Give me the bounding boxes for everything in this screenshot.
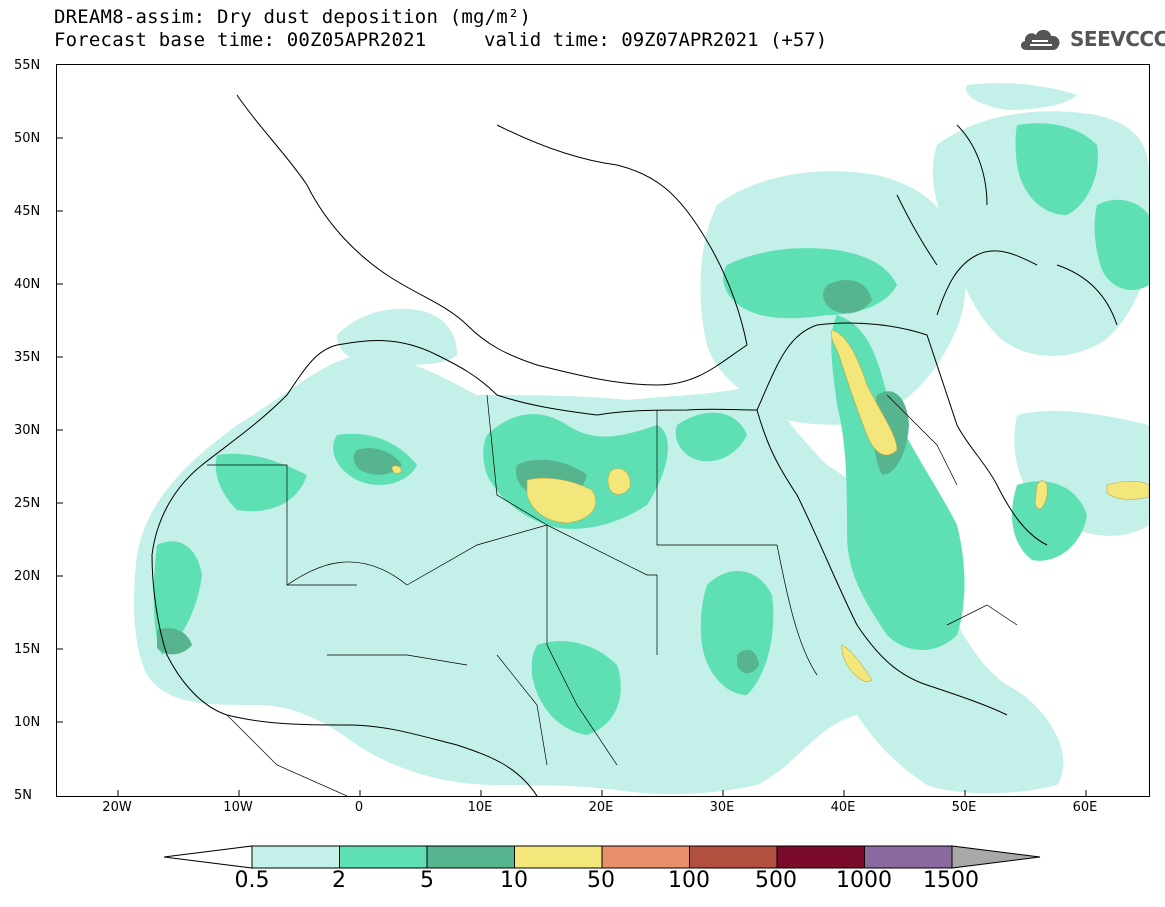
lon-label: 10E — [467, 800, 493, 815]
lon-label: 20E — [588, 800, 614, 815]
lat-label: 55N — [14, 58, 41, 73]
lon-label: 20W — [102, 800, 132, 815]
colorbar-segment — [339, 845, 428, 869]
lat-label: 20N — [14, 569, 41, 584]
deposition-high-areas — [391, 329, 1149, 682]
lat-label: 50N — [14, 131, 41, 146]
colorbar-segment — [601, 845, 690, 869]
colorbar-label: 0.5 — [234, 868, 270, 893]
colorbar-segment — [426, 845, 515, 869]
colorbar-label: 1000 — [836, 868, 892, 893]
colorbar-segment — [689, 845, 778, 869]
lat-label: 5N — [14, 788, 32, 803]
logo-text: SEEVCCC — [1070, 27, 1165, 51]
lon-label: 40E — [830, 800, 856, 815]
coastlines — [151, 94, 1118, 796]
tick-marks — [57, 137, 1087, 796]
map-area — [56, 64, 1150, 797]
lat-label: 15N — [14, 642, 41, 657]
logo: SEEVCCC — [1018, 26, 1165, 52]
colorbar-under-arrow — [163, 845, 253, 869]
colorbar-segment — [514, 845, 603, 869]
colorbar-label: 10 — [500, 868, 528, 893]
map-title: DREAM8-assim: Dry dust deposition (mg/m²… — [54, 6, 532, 28]
lon-label: 50E — [951, 800, 977, 815]
forecast-base-time: Forecast base time: 00Z05APR2021 — [54, 29, 427, 51]
country-borders — [207, 394, 1018, 796]
lon-label: 10W — [223, 800, 253, 815]
colorbar-segment — [776, 845, 865, 869]
lat-label: 45N — [14, 204, 41, 219]
colorbar-label: 100 — [668, 868, 710, 893]
colorbar-label: 50 — [587, 868, 615, 893]
lat-label: 40N — [14, 277, 41, 292]
lon-label: 0 — [354, 800, 364, 815]
colorbar-segment — [251, 845, 340, 869]
colorbar-over-arrow — [951, 845, 1041, 869]
colorbar-segment — [864, 845, 953, 869]
colorbar — [163, 845, 1041, 869]
valid-time: valid time: 09Z07APR2021 (+57) — [484, 29, 828, 51]
colorbar-label: 500 — [755, 868, 797, 893]
lat-label: 30N — [14, 423, 41, 438]
cloud-icon — [1020, 29, 1060, 50]
dust-deposition-map — [57, 83, 1149, 796]
lat-label: 10N — [14, 715, 41, 730]
lat-label: 25N — [14, 496, 41, 511]
colorbar-label: 5 — [420, 868, 434, 893]
colorbar-label: 1500 — [923, 868, 979, 893]
lon-label: 30E — [709, 800, 735, 815]
lat-label: 35N — [14, 350, 41, 365]
colorbar-label: 2 — [332, 868, 346, 893]
lon-label: 60E — [1072, 800, 1098, 815]
